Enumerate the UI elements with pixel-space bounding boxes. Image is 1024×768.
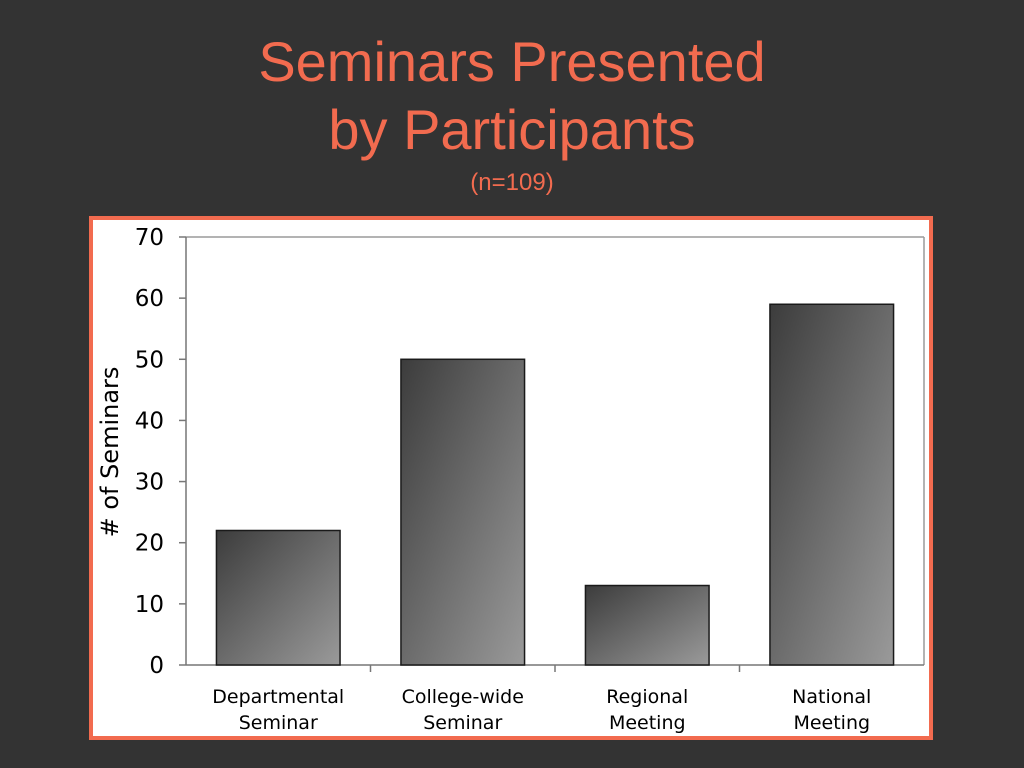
x-category-label: Departmental Seminar xyxy=(212,686,344,734)
y-tick-label: 0 xyxy=(149,653,164,679)
x-axis-categories: Departmental Seminar College-wide Seminar Re… xyxy=(212,686,871,734)
bars xyxy=(215,303,895,666)
y-tick-label: 50 xyxy=(135,347,164,373)
x-category-label: Regional Meeting xyxy=(606,686,688,734)
y-tick-label: 30 xyxy=(135,470,164,496)
bar xyxy=(400,358,526,666)
bar xyxy=(769,303,895,666)
slide-subtitle: (n=109) xyxy=(470,169,554,196)
slide-title-line1: Seminars Presented xyxy=(258,30,766,93)
y-tick-label: 20 xyxy=(135,531,164,557)
y-tick-label: 40 xyxy=(135,408,164,434)
x-category-label: National Meeting xyxy=(792,686,871,734)
y-axis-ticks: 0 10 20 30 40 50 60 70 xyxy=(135,225,741,679)
y-tick-label: 10 xyxy=(135,592,164,618)
bar xyxy=(584,584,710,666)
y-tick-label: 70 xyxy=(135,225,164,251)
x-category-label: College-wide Seminar xyxy=(402,686,524,734)
bar xyxy=(215,529,341,666)
y-tick-label: 60 xyxy=(135,286,164,312)
y-axis-label: # of Seminars xyxy=(96,367,124,538)
slide-title-line2: by Participants xyxy=(328,98,696,161)
